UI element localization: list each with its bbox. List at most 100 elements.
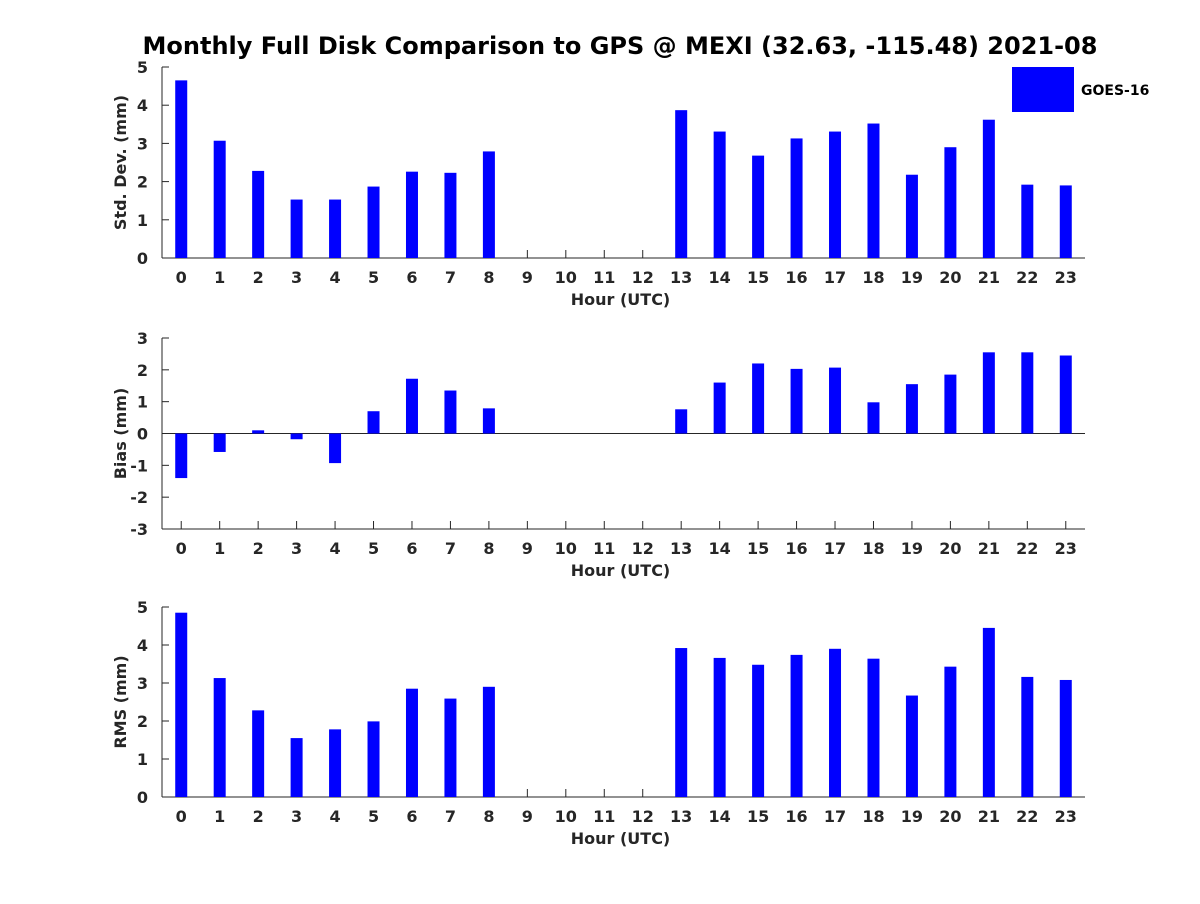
bias-bar-hour-17 [829, 367, 842, 434]
bias-x-tick-label: 18 [862, 539, 884, 558]
std-dev-x-tick-label: 0 [176, 268, 187, 287]
rms-x-tick-label: 12 [632, 807, 654, 826]
std-dev-bar-hour-7 [444, 172, 457, 258]
bias-bar-hour-7 [444, 390, 457, 434]
std-dev-bar-hour-15 [752, 155, 765, 258]
std-dev-y-tick-label: 0 [137, 249, 148, 268]
legend-swatch [1012, 67, 1074, 112]
rms-x-tick-label: 13 [670, 807, 692, 826]
std-dev-x-tick-label: 2 [253, 268, 264, 287]
rms-x-tick-label: 11 [593, 807, 615, 826]
bias-bar-hour-22 [1021, 352, 1034, 434]
rms-x-tick-label: 18 [862, 807, 884, 826]
std-dev-x-tick-label: 4 [329, 268, 340, 287]
bias-x-tick-label: 9 [522, 539, 533, 558]
chart-title: Monthly Full Disk Comparison to GPS @ ME… [143, 32, 1098, 60]
rms-x-tick-label: 23 [1055, 807, 1077, 826]
std-dev-x-axis-label: Hour (UTC) [571, 290, 671, 309]
std-dev-x-tick-label: 11 [593, 268, 615, 287]
std-dev-x-tick-label: 17 [824, 268, 846, 287]
rms-x-tick-label: 21 [978, 807, 1000, 826]
rms-x-tick-label: 6 [406, 807, 417, 826]
rms-x-tick-label: 22 [1016, 807, 1038, 826]
bias-x-tick-label: 13 [670, 539, 692, 558]
rms-y-tick-label: 0 [137, 788, 148, 807]
bias-x-tick-label: 8 [483, 539, 494, 558]
std-dev-bar-hour-20 [944, 147, 957, 258]
rms-y-tick-label: 5 [137, 598, 148, 617]
bias-x-tick-label: 22 [1016, 539, 1038, 558]
std-dev-y-tick-label: 2 [137, 173, 148, 192]
bias-x-tick-label: 5 [368, 539, 379, 558]
rms-bar-hour-15 [752, 664, 765, 797]
rms-x-tick-label: 4 [329, 807, 340, 826]
std-dev-y-tick-label: 4 [137, 96, 148, 115]
std-dev-x-tick-label: 8 [483, 268, 494, 287]
bias-x-tick-label: 14 [709, 539, 731, 558]
rms-x-tick-label: 7 [445, 807, 456, 826]
rms-y-tick-label: 3 [137, 674, 148, 693]
bias-x-tick-label: 0 [176, 539, 187, 558]
std-dev-bar-hour-18 [867, 123, 880, 258]
rms-x-tick-label: 9 [522, 807, 533, 826]
bias-x-tick-label: 3 [291, 539, 302, 558]
rms-x-tick-label: 15 [747, 807, 769, 826]
rms-bar-hour-19 [905, 695, 918, 797]
rms-x-tick-label: 16 [785, 807, 807, 826]
bias-y-tick-label: -1 [130, 456, 148, 475]
rms-y-tick-label: 1 [137, 750, 148, 769]
std-dev-bar-hour-2 [252, 170, 265, 258]
bias-x-tick-label: 6 [406, 539, 417, 558]
rms-bar-hour-20 [944, 666, 957, 797]
std-dev-x-tick-label: 5 [368, 268, 379, 287]
bias-bar-hour-1 [213, 433, 226, 452]
std-dev-x-tick-label: 1 [214, 268, 225, 287]
bias-x-tick-label: 1 [214, 539, 225, 558]
rms-bar-hour-7 [444, 698, 457, 797]
bias-bar-hour-23 [1059, 355, 1072, 434]
rms-x-axis-label: Hour (UTC) [571, 829, 671, 848]
rms-x-tick-label: 5 [368, 807, 379, 826]
std-dev-bar-hour-16 [790, 138, 803, 258]
bias-bar-hour-2 [252, 430, 265, 434]
std-dev-bar-hour-23 [1059, 185, 1072, 258]
bias-x-tick-label: 15 [747, 539, 769, 558]
rms-bar-hour-14 [713, 657, 726, 797]
bias-y-tick-label: -3 [130, 520, 148, 539]
std-dev-bar-hour-13 [675, 110, 688, 258]
std-dev-x-tick-label: 21 [978, 268, 1000, 287]
rms-bar-hour-18 [867, 658, 880, 797]
std-dev-x-tick-label: 3 [291, 268, 302, 287]
bias-x-tick-label: 12 [632, 539, 654, 558]
rms-bar-hour-0 [175, 612, 188, 797]
std-dev-x-tick-label: 23 [1055, 268, 1077, 287]
rms-x-tick-label: 1 [214, 807, 225, 826]
std-dev-x-tick-label: 18 [862, 268, 884, 287]
rms-bar-hour-21 [982, 627, 995, 797]
bias-bar-hour-18 [867, 402, 880, 434]
std-dev-x-tick-label: 12 [632, 268, 654, 287]
bias-bar-hour-21 [982, 352, 995, 434]
bias-x-tick-label: 16 [785, 539, 807, 558]
rms-bar-hour-8 [482, 686, 495, 797]
bias-y-tick-label: 2 [137, 361, 148, 380]
rms-y-axis-label: RMS (mm) [111, 655, 130, 748]
bias-bar-hour-6 [405, 378, 418, 434]
std-dev-x-tick-label: 9 [522, 268, 533, 287]
bias-bar-hour-5 [367, 411, 380, 434]
rms-x-tick-label: 2 [253, 807, 264, 826]
bias-y-axis-label: Bias (mm) [111, 388, 130, 480]
std-dev-bar-hour-1 [213, 140, 226, 258]
std-dev-bar-hour-19 [905, 174, 918, 258]
rms-y-tick-label: 2 [137, 712, 148, 731]
rms-bar-hour-17 [829, 648, 842, 797]
bias-bar-hour-8 [482, 408, 495, 434]
bias-x-tick-label: 11 [593, 539, 615, 558]
bias-x-axis-label: Hour (UTC) [571, 561, 671, 580]
std-dev-bar-hour-5 [367, 186, 380, 258]
bias-x-tick-label: 19 [901, 539, 923, 558]
